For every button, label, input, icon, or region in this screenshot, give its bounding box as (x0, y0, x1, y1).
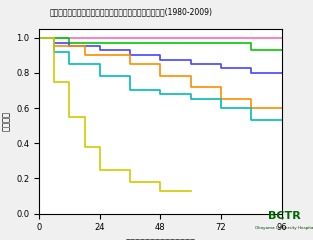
Text: BCTR: BCTR (269, 211, 301, 221)
X-axis label: 治療開始からの生存期間（月）: 治療開始からの生存期間（月） (126, 238, 195, 240)
Text: 岡山大学病院における乳癌治療成績：病期別生存期間　(1980-2009): 岡山大学病院における乳癌治療成績：病期別生存期間 (1980-2009) (50, 7, 213, 16)
Y-axis label: 生存割合: 生存割合 (2, 111, 11, 131)
Text: Okayama University Hospital: Okayama University Hospital (255, 226, 313, 230)
